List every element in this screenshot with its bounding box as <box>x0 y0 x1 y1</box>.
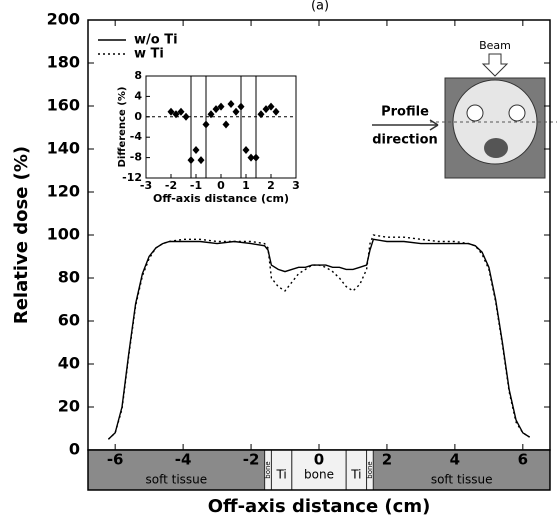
point <box>212 105 220 114</box>
point <box>207 110 215 119</box>
x-tick-label: 2 <box>382 451 392 469</box>
x-tick-label: 4 <box>450 451 460 469</box>
y-tick-label: 20 <box>58 397 80 416</box>
annotation: Profile <box>381 105 429 120</box>
point <box>197 156 205 165</box>
phantom-insert <box>484 138 508 158</box>
phantom-hole <box>508 104 526 122</box>
y-tick-label: -12 <box>122 171 142 184</box>
y-tick-label: 0 <box>134 110 142 123</box>
legend-label: w/o Ti <box>134 33 178 48</box>
material-label: soft tissue <box>145 473 207 487</box>
x-tick-label: -4 <box>175 451 192 469</box>
x-tick-label: -2 <box>243 451 260 469</box>
annotation: direction <box>372 133 438 148</box>
y-tick-label: 40 <box>58 354 80 373</box>
y-tick-label: -4 <box>130 130 143 143</box>
point <box>252 153 260 162</box>
x-tick-label: -1 <box>190 179 202 192</box>
x-axis-label: Off-axis distance (cm) <box>153 192 289 205</box>
phantom-hole <box>466 104 484 122</box>
point <box>222 120 230 129</box>
material-label: bone <box>264 461 272 478</box>
material-label: Ti <box>350 468 361 482</box>
legend-label: w Ti <box>134 47 164 62</box>
material-label: bone <box>304 468 334 482</box>
x-tick-label: -6 <box>107 451 124 469</box>
point <box>202 120 210 129</box>
point <box>262 105 270 114</box>
x-tick-label: 2 <box>267 179 275 192</box>
annotation: Beam <box>479 39 511 52</box>
y-tick-label: 0 <box>69 440 80 459</box>
point <box>257 110 265 119</box>
y-tick-label: 80 <box>58 268 80 287</box>
line-series <box>107 234 530 440</box>
point <box>192 145 200 154</box>
chart-title: (a) <box>311 0 329 14</box>
point <box>187 156 195 165</box>
point <box>267 102 275 111</box>
y-tick-label: 160 <box>47 96 80 115</box>
point <box>182 112 190 121</box>
material-label: bone <box>366 461 374 478</box>
x-tick-label: -2 <box>165 179 177 192</box>
inset-frame <box>145 75 297 179</box>
y-tick-label: 140 <box>47 139 80 158</box>
x-tick-label: 0 <box>217 179 225 192</box>
point <box>237 102 245 111</box>
point <box>217 102 225 111</box>
x-axis-label: Off-axis distance (cm) <box>208 496 431 517</box>
y-tick-label: 100 <box>47 225 80 244</box>
phantom-head <box>452 79 538 165</box>
y-tick-label: 8 <box>134 69 142 82</box>
x-tick-label: -3 <box>140 179 152 192</box>
direction-arrowhead <box>429 119 439 131</box>
y-axis-label: Difference (%) <box>117 87 128 168</box>
y-tick-label: 60 <box>58 311 80 330</box>
y-tick-label: 4 <box>134 89 142 102</box>
point <box>247 153 255 162</box>
x-tick-label: 3 <box>292 179 300 192</box>
material-label: Ti <box>275 468 286 482</box>
y-tick-label: 180 <box>47 53 80 72</box>
x-tick-label: 6 <box>518 451 528 469</box>
point <box>232 107 240 116</box>
y-tick-label: 200 <box>47 10 80 29</box>
point <box>167 107 175 116</box>
material-label: soft tissue <box>431 473 493 487</box>
y-tick-label: -8 <box>130 151 142 164</box>
point <box>227 100 235 109</box>
y-tick-label: 120 <box>47 182 80 201</box>
x-tick-label: 0 <box>314 451 324 469</box>
point <box>172 110 180 119</box>
point <box>272 107 280 116</box>
point <box>242 145 250 154</box>
phantom-diagram <box>372 53 557 179</box>
beam-arrow <box>481 53 509 77</box>
x-tick-label: 1 <box>242 179 250 192</box>
point <box>177 107 185 116</box>
y-axis-label: Relative dose (%) <box>11 146 32 324</box>
